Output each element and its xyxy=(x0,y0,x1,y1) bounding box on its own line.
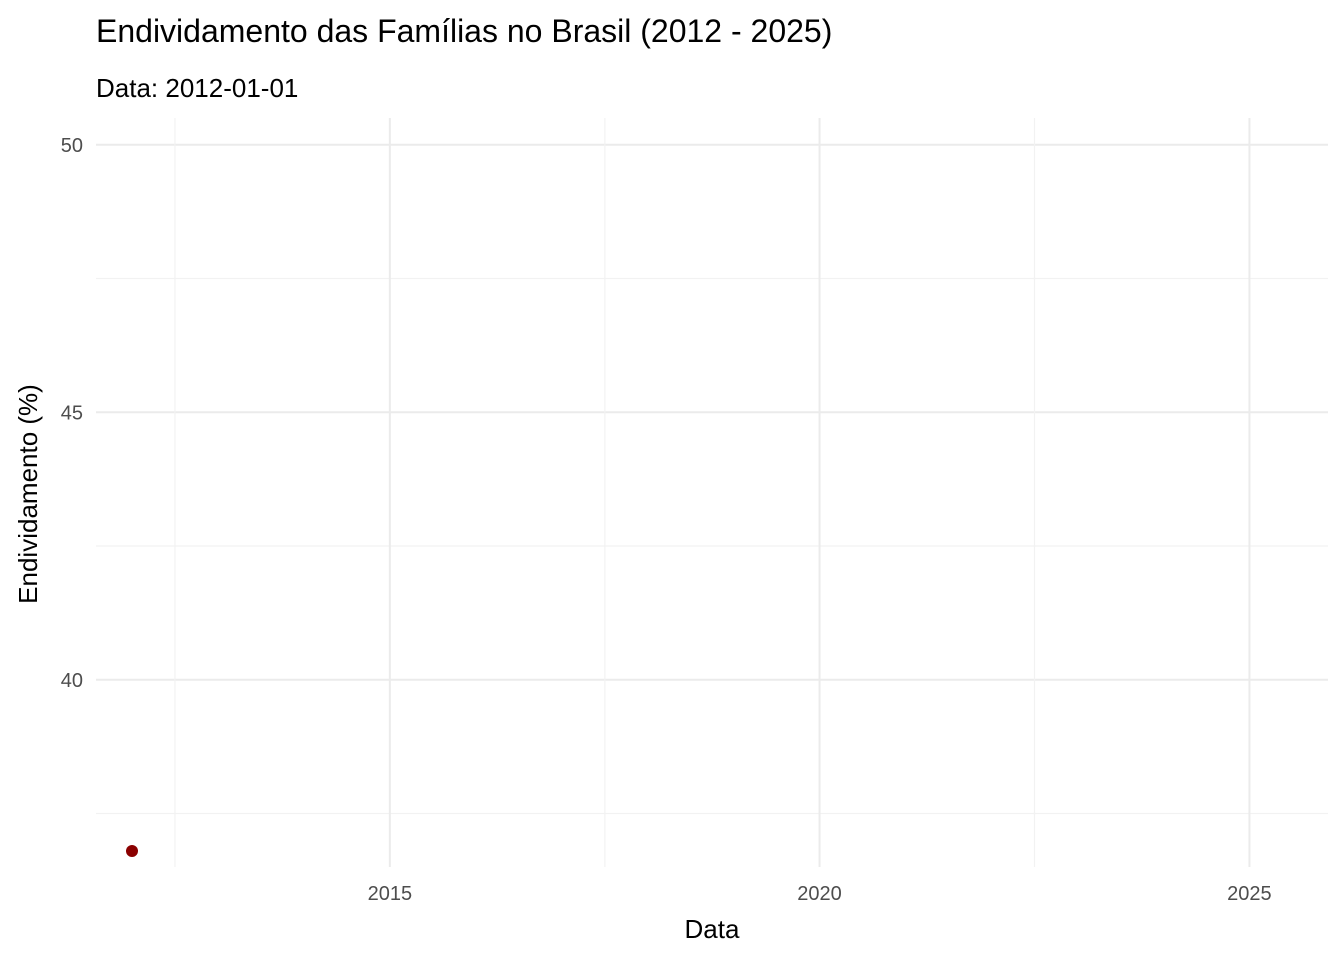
y-tick-label: 50 xyxy=(61,135,83,157)
x-tick-label: 2025 xyxy=(1227,883,1272,905)
x-tick-label: 2015 xyxy=(368,883,413,905)
grid xyxy=(96,118,1328,867)
x-axis-title: Data xyxy=(685,914,740,944)
chart-subtitle: Data: 2012-01-01 xyxy=(96,73,298,103)
y-tick-label: 45 xyxy=(61,402,83,424)
data-point xyxy=(126,844,138,857)
points-layer xyxy=(126,844,138,857)
y-axis-title: Endividamento (%) xyxy=(13,384,43,604)
tick-labels: 40 45 50 2015 2020 2025 xyxy=(61,135,1272,905)
chart-title: Endividamento das Famílias no Brasil (20… xyxy=(96,13,832,49)
y-tick-label: 40 xyxy=(61,670,83,692)
x-tick-label: 2020 xyxy=(797,883,842,905)
